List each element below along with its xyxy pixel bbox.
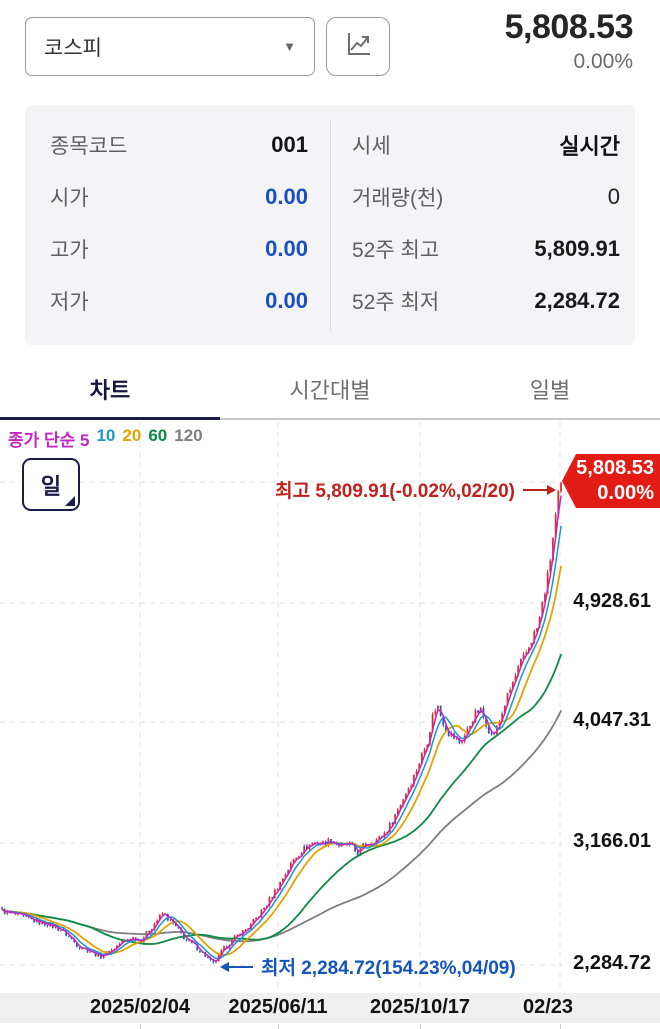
axis-tick [278,1024,279,1029]
chart-section: 종가 단순 5 10 20 60 120 일 최고 5,809.91(-0.02… [0,420,660,1029]
line-chart-icon [340,26,376,67]
y-axis-label: 4,928.61 [573,590,651,612]
info-row-volume: 거래량(천) 0 [330,171,635,223]
ma-legend: 종가 단순 5 10 20 60 120 [8,426,203,451]
tab-chart[interactable]: 차트 [0,360,220,420]
low-value: 0.00 [265,288,308,313]
y-axis-label: 4,047.31 [573,709,651,731]
x-axis-label: 2025/10/17 [369,996,471,1018]
info-row-open: 시가 0.00 [25,171,330,223]
x-axis-strip [0,993,660,1023]
current-price: 5,808.53 [504,8,634,46]
tab-by-time[interactable]: 시간대별 [220,360,440,418]
corner-triangle-icon [65,496,75,506]
axis-tick [560,1024,561,1029]
low-annotation-line [229,965,253,968]
low-label: 저가 [50,291,89,314]
w52-low-label: 52주 최저 [352,291,440,314]
high-annotation-line [523,488,547,491]
code-value: 001 [271,132,308,157]
tab-daily-label: 일별 [529,378,571,403]
high-label: 고가 [50,239,89,262]
tab-chart-label: 차트 [89,378,131,403]
volume-label: 거래량(천) [352,187,444,210]
high-annotation: 최고 5,809.91(-0.02%,02/20) [275,476,556,503]
info-row-52w-low: 52주 최저 2,284.72 [330,275,635,327]
chevron-down-icon: ▼ [283,39,296,54]
volume-value: 0 [607,184,620,209]
legend-item-ma60: 60 [148,426,168,445]
axis-tick [420,1024,421,1029]
legend-item-ma20: 20 [122,426,142,445]
badge-percent: 0.00% [597,482,654,504]
legend-item-ma120: 120 [174,426,203,445]
info-column-right: 시세 실시간 거래량(천) 0 52주 최고 5,809.91 52주 최저 2… [330,105,635,345]
info-row-quote-type: 시세 실시간 [330,119,635,171]
current-price-badge: 5,808.53 0.00% [562,454,660,508]
high-value: 0.00 [265,236,308,261]
quote-info-panel: 종목코드 001 시가 0.00 고가 0.00 저가 0.00 시세 실시간 [25,105,635,345]
info-column-left: 종목코드 001 시가 0.00 고가 0.00 저가 0.00 [25,105,330,345]
x-axis-label: 2025/06/11 [228,996,328,1018]
info-row-low: 저가 0.00 [25,275,330,327]
w52-high-value: 5,809.91 [534,236,620,261]
symbol-dropdown-value: 코스피 [44,36,102,60]
info-row-52w-high: 52주 최고 5,809.91 [330,223,635,275]
info-row-high: 고가 0.00 [25,223,330,275]
current-price-block: 5,808.53 0.00% [504,8,634,74]
tab-daily[interactable]: 일별 [440,360,660,418]
axis-tick [140,1024,141,1029]
w52-high-label: 52주 최고 [352,239,440,262]
w52-low-value: 2,284.72 [534,288,620,313]
interval-select-button[interactable]: 일 [22,458,80,511]
x-axis-label: 02/23 [522,996,574,1018]
badge-price: 5,808.53 [576,457,654,479]
interval-label: 일 [40,473,62,499]
tab-bar: 차트 시간대별 일별 [0,360,660,420]
info-row-code: 종목코드 001 [25,119,330,171]
open-value: 0.00 [265,184,308,209]
panel-divider [330,119,331,331]
arrow-left-icon [220,961,229,972]
low-annotation: 최저 2,284.72(154.23%,04/09) [220,953,516,980]
high-annotation-text: 최고 5,809.91(-0.02%,02/20) [275,481,515,502]
candlestick-chart[interactable] [0,420,660,993]
arrow-right-icon [547,484,556,495]
y-axis-label: 3,166.01 [573,830,651,852]
code-label: 종목코드 [50,135,128,158]
y-axis-label: 2,284.72 [573,952,651,974]
chart-view-button[interactable] [326,17,390,76]
symbol-dropdown[interactable]: 코스피 ▼ [25,17,315,76]
legend-item-ma10: 10 [96,426,116,445]
quote-type-label: 시세 [352,135,391,158]
open-label: 시가 [50,187,89,210]
low-annotation-text: 최저 2,284.72(154.23%,04/09) [261,958,516,979]
quote-type-value: 실시간 [559,134,620,159]
current-change-percent: 0.00% [573,50,633,73]
x-axis-label: 2025/02/04 [89,996,191,1018]
legend-item-close-ma5: 종가 단순 5 [8,431,90,450]
tab-by-time-label: 시간대별 [289,378,371,403]
